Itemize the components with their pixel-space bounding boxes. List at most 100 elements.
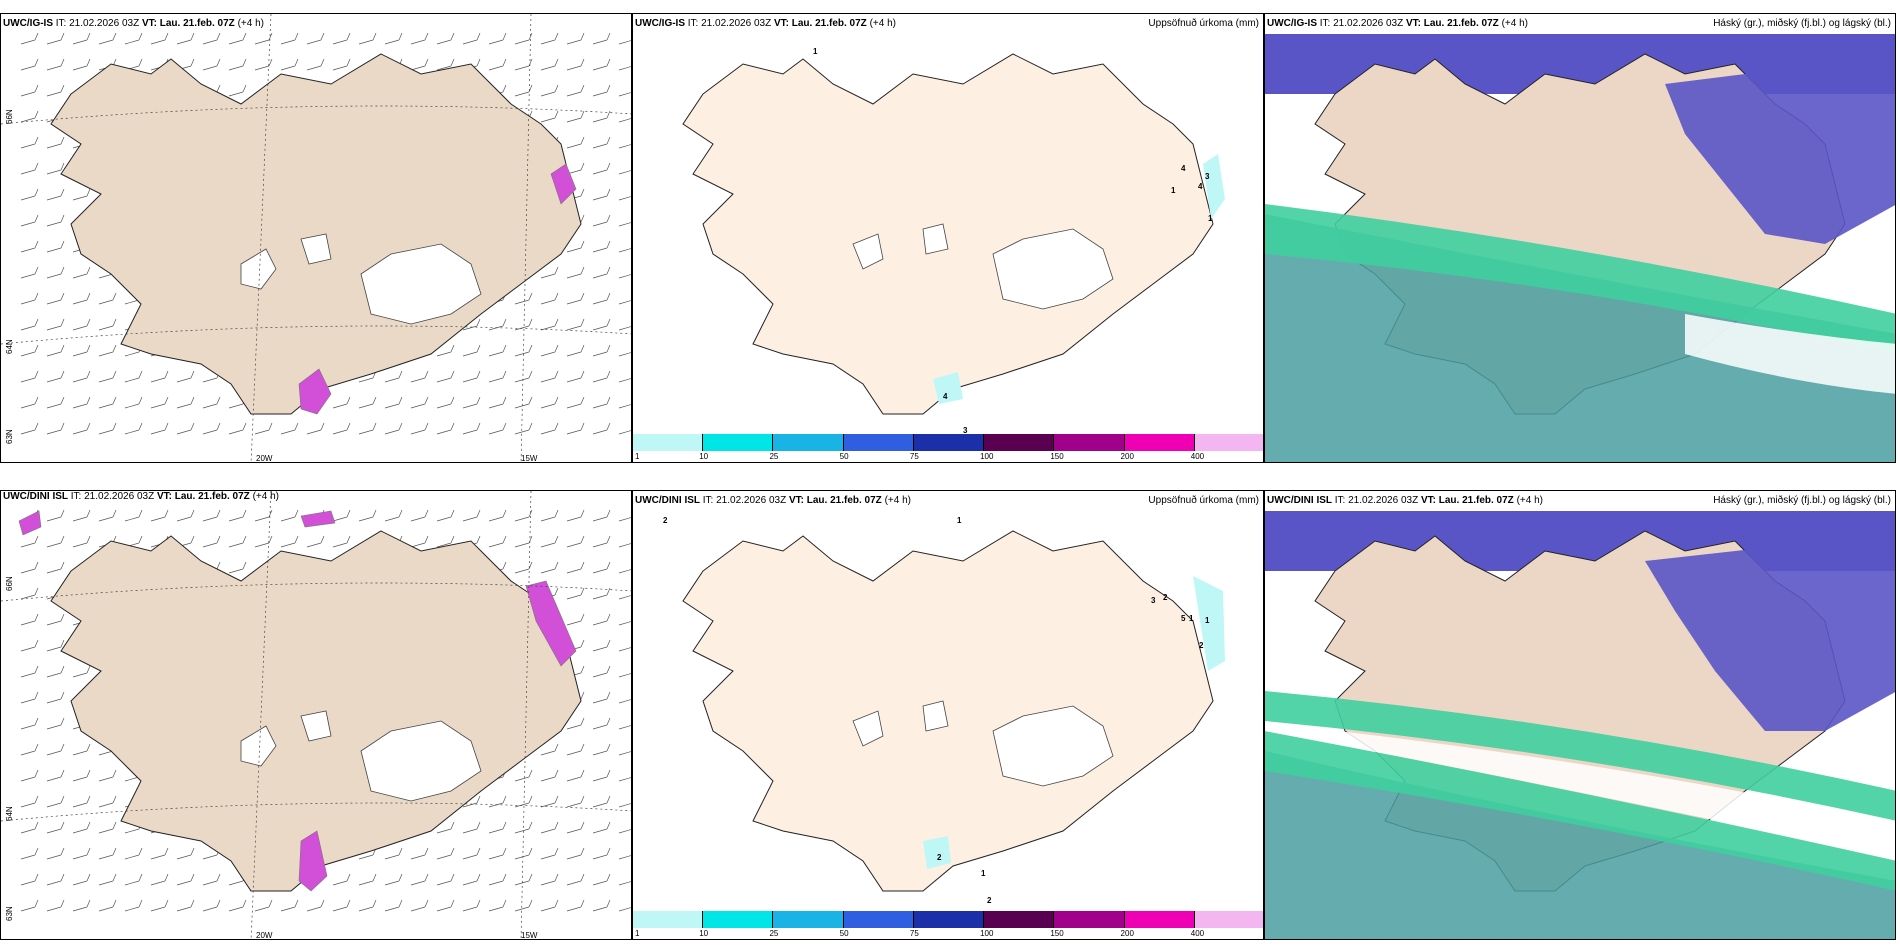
wind-barb xyxy=(98,396,117,409)
wind-barb xyxy=(332,422,351,435)
wind-barb xyxy=(592,821,611,834)
wind-barb xyxy=(540,847,559,860)
wind-barb xyxy=(618,144,631,149)
wind-barb xyxy=(72,318,91,331)
wind-barb xyxy=(306,58,325,71)
wind-barb xyxy=(488,58,507,71)
wind-barb xyxy=(514,344,533,357)
mid-cloud-band xyxy=(1265,691,1895,821)
wind-barb xyxy=(410,32,429,45)
wind-barb xyxy=(20,318,39,331)
colorbar-cell xyxy=(1124,911,1195,928)
wind-barb xyxy=(46,639,65,652)
wind-barb xyxy=(20,743,39,756)
precip-marker: 2 xyxy=(987,896,992,905)
wind-barb xyxy=(410,873,429,886)
wind-barb xyxy=(72,665,91,678)
colorbar-tick-label: 75 xyxy=(909,452,919,461)
wind-barb xyxy=(514,795,533,808)
wind-barb xyxy=(72,188,91,201)
wind-barb xyxy=(566,795,585,808)
glacier-langjokull xyxy=(852,233,884,270)
lat-label: 64N xyxy=(5,806,14,821)
wind-barb xyxy=(72,795,91,808)
wind-barb xyxy=(618,569,631,574)
precip-marker: 1 xyxy=(981,869,986,878)
wind-barb xyxy=(592,509,611,522)
wind-barb xyxy=(618,647,631,652)
panel-header: UWC/DINI ISL IT: 21.02.2026 03Z VT: Lau.… xyxy=(635,495,911,506)
wind-barb xyxy=(332,535,351,548)
wind-barb xyxy=(46,188,65,201)
panel-header: UWC/IG-IS IT: 21.02.2026 03Z VT: Lau. 21… xyxy=(3,18,264,29)
wind-barb xyxy=(618,777,631,782)
low-cloud-band xyxy=(1265,214,1895,462)
wind-barb xyxy=(592,535,611,548)
snow-patch-north xyxy=(300,510,336,528)
wind-barb xyxy=(124,873,143,886)
clear-band xyxy=(1265,723,1895,859)
panel-header: UWC/DINI ISL IT: 21.02.2026 03Z VT: Lau.… xyxy=(1267,495,1543,506)
wind-barb xyxy=(358,899,377,912)
wind-barb xyxy=(150,899,169,912)
wind-barb xyxy=(618,92,631,97)
wind-map-bottom xyxy=(1,491,631,939)
wind-barb xyxy=(592,292,611,305)
glacier-vatnajokull xyxy=(360,243,482,325)
wind-barb xyxy=(566,266,585,279)
wind-barb xyxy=(618,595,631,600)
wind-barb xyxy=(592,188,611,201)
wind-barb xyxy=(488,795,507,808)
wind-barb xyxy=(98,795,117,808)
wind-barb xyxy=(46,32,65,45)
wind-barb xyxy=(46,561,65,574)
wind-barb xyxy=(20,370,39,383)
wind-barb xyxy=(592,847,611,860)
wind-barb xyxy=(358,396,377,409)
wind-barb xyxy=(384,32,403,45)
wind-barb xyxy=(254,58,273,71)
high-cloud-east xyxy=(1645,541,1895,731)
wind-barb xyxy=(72,292,91,305)
wind-barb xyxy=(228,899,247,912)
lat-lon-grid xyxy=(1,14,631,462)
precip-area-east xyxy=(1193,576,1225,671)
colorbar-tick-label: 200 xyxy=(1120,929,1134,938)
wind-barb xyxy=(228,32,247,45)
wind-barb xyxy=(592,717,611,730)
wind-barb xyxy=(384,370,403,383)
wind-barb xyxy=(566,847,585,860)
wind-barb xyxy=(566,717,585,730)
wind-barb xyxy=(592,587,611,600)
wind-barb xyxy=(540,58,559,71)
wind-barb xyxy=(20,717,39,730)
wind-barb xyxy=(20,58,39,71)
wind-barb xyxy=(280,32,299,45)
wind-barb xyxy=(46,509,65,522)
wind-barb xyxy=(410,847,429,860)
wind-barb xyxy=(410,370,429,383)
wind-barb xyxy=(20,665,39,678)
wind-panel-top: UWC/IG-IS IT: 21.02.2026 03Z VT: Lau. 21… xyxy=(0,13,632,463)
wind-barb xyxy=(72,769,91,782)
wind-barb xyxy=(124,32,143,45)
wind-barb xyxy=(592,396,611,409)
wind-barb xyxy=(254,32,273,45)
wind-barb xyxy=(20,535,39,548)
wind-barb xyxy=(540,344,559,357)
wind-barb xyxy=(46,318,65,331)
wind-barb xyxy=(488,344,507,357)
wind-barb xyxy=(202,873,221,886)
wind-barb xyxy=(618,881,631,886)
wind-barb xyxy=(306,422,325,435)
precip-marker: 1 xyxy=(1189,614,1194,623)
lon-label: 20W xyxy=(256,931,273,940)
colorbar-tick-label: 150 xyxy=(1050,452,1064,461)
wind-barb xyxy=(150,847,169,860)
wind-barb xyxy=(20,873,39,886)
wind-barb xyxy=(410,899,429,912)
cloud-map-top xyxy=(1265,34,1895,462)
wind-barb xyxy=(176,873,195,886)
wind-barb xyxy=(618,751,631,756)
colorbar-tick-label: 1 xyxy=(635,929,640,938)
